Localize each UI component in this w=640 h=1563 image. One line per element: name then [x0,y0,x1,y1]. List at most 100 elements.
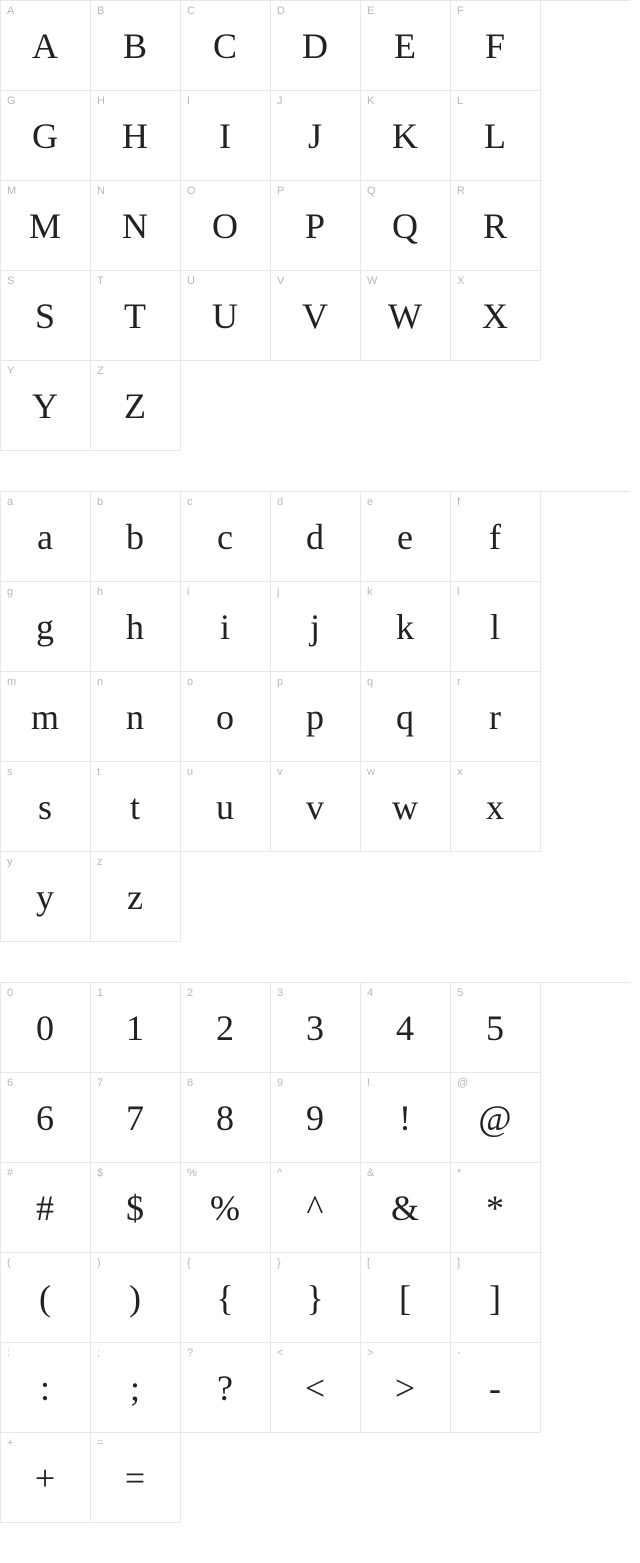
glyph-cell[interactable]: 33 [271,983,361,1073]
glyph-cell[interactable]: ## [1,1163,91,1253]
glyph-cell[interactable]: ;; [91,1343,181,1433]
glyph-char: o [216,699,235,735]
glyph-cell[interactable]: ?? [181,1343,271,1433]
glyph-char: Y [32,388,59,424]
glyph-cell[interactable]: 99 [271,1073,361,1163]
glyph-cell[interactable]: qq [361,672,451,762]
glyph-cell[interactable]: DD [271,1,361,91]
glyph-cell[interactable]: ii [181,582,271,672]
glyph-cell[interactable]: 44 [361,983,451,1073]
glyph-cell[interactable]: MM [1,181,91,271]
glyph-cell[interactable]: (( [1,1253,91,1343]
glyph-cell[interactable]: pp [271,672,361,762]
glyph-cell[interactable]: }} [271,1253,361,1343]
glyph-cell[interactable]: AA [1,1,91,91]
glyph-cell[interactable]: ww [361,762,451,852]
glyph-cell[interactable]: dd [271,492,361,582]
glyph-cell[interactable]: {{ [181,1253,271,1343]
glyph-cell[interactable]: !! [361,1073,451,1163]
glyph-char: $ [126,1190,145,1226]
glyph-cell[interactable]: ++ [1,1433,91,1523]
glyph-cell[interactable]: [[ [361,1253,451,1343]
glyph-char: U [212,298,239,334]
glyph-cell[interactable]: BB [91,1,181,91]
glyph-cell[interactable]: mm [1,672,91,762]
glyph-cell[interactable]: 11 [91,983,181,1073]
glyph-cell[interactable]: NN [91,181,181,271]
glyph-char: N [122,208,149,244]
glyph-label: v [277,766,283,778]
glyph-cell[interactable]: OO [181,181,271,271]
glyph-cell[interactable]: xx [451,762,541,852]
glyph-cell[interactable]: && [361,1163,451,1253]
glyph-cell[interactable]: CC [181,1,271,91]
glyph-cell[interactable]: ZZ [91,361,181,451]
glyph-cell[interactable]: 66 [1,1073,91,1163]
glyph-cell[interactable]: :: [1,1343,91,1433]
glyph-cell[interactable]: KK [361,91,451,181]
glyph-cell[interactable]: ^^ [271,1163,361,1253]
glyph-char: G [32,118,59,154]
glyph-cell[interactable]: ll [451,582,541,672]
glyph-cell[interactable]: uu [181,762,271,852]
glyph-cell[interactable]: JJ [271,91,361,181]
glyph-cell[interactable]: PP [271,181,361,271]
glyph-cell[interactable]: yy [1,852,91,942]
glyph-cell[interactable]: RR [451,181,541,271]
glyph-cell[interactable]: << [271,1343,361,1433]
glyph-cell[interactable]: II [181,91,271,181]
glyph-cell[interactable]: 00 [1,983,91,1073]
glyph-cell[interactable]: >> [361,1343,451,1433]
glyph-cell[interactable]: SS [1,271,91,361]
glyph-cell[interactable]: XX [451,271,541,361]
glyph-cell[interactable]: jj [271,582,361,672]
glyph-cell[interactable]: ** [451,1163,541,1253]
glyph-char: s [38,789,53,825]
glyph-cell[interactable]: 22 [181,983,271,1073]
glyph-cell[interactable]: UU [181,271,271,361]
glyph-cell[interactable]: ]] [451,1253,541,1343]
glyph-cell[interactable]: gg [1,582,91,672]
glyph-cell[interactable]: GG [1,91,91,181]
glyph-cell[interactable]: VV [271,271,361,361]
glyph-cell[interactable]: 88 [181,1073,271,1163]
glyph-cell[interactable]: vv [271,762,361,852]
glyph-cell[interactable]: cc [181,492,271,582]
glyph-cell[interactable]: hh [91,582,181,672]
glyph-cell[interactable]: LL [451,91,541,181]
glyph-label: Z [97,365,104,377]
glyph-cell[interactable]: ff [451,492,541,582]
glyph-cell[interactable]: rr [451,672,541,762]
glyph-char: z [127,879,144,915]
glyph-cell[interactable]: tt [91,762,181,852]
glyph-cell[interactable]: )) [91,1253,181,1343]
glyph-cell[interactable]: == [91,1433,181,1523]
glyph-cell[interactable]: oo [181,672,271,762]
glyph-label: I [187,95,190,107]
glyph-cell[interactable]: 77 [91,1073,181,1163]
glyph-cell[interactable]: %% [181,1163,271,1253]
glyph-cell[interactable]: QQ [361,181,451,271]
glyph-cell[interactable]: FF [451,1,541,91]
glyph-cell[interactable]: kk [361,582,451,672]
glyph-cell[interactable]: zz [91,852,181,942]
glyph-cell[interactable]: nn [91,672,181,762]
glyph-cell[interactable]: aa [1,492,91,582]
glyph-cell[interactable]: EE [361,1,451,91]
glyph-cell[interactable]: TT [91,271,181,361]
glyph-section-symbols: 001122334455 66778899!!@@ ##$$%%^^&&** (())… [0,982,630,1523]
glyph-cell[interactable]: YY [1,361,91,451]
glyph-char: A [32,28,59,64]
glyph-label: 2 [187,987,193,999]
glyph-cell[interactable]: $$ [91,1163,181,1253]
glyph-char: 8 [216,1100,235,1136]
glyph-cell[interactable]: HH [91,91,181,181]
glyph-cell[interactable]: WW [361,271,451,361]
glyph-cell[interactable]: 55 [451,983,541,1073]
glyph-cell[interactable]: ee [361,492,451,582]
glyph-cell[interactable]: -- [451,1343,541,1433]
glyph-cell[interactable]: bb [91,492,181,582]
glyph-cell[interactable]: ss [1,762,91,852]
glyph-cell[interactable]: @@ [451,1073,541,1163]
glyph-char: q [396,699,415,735]
